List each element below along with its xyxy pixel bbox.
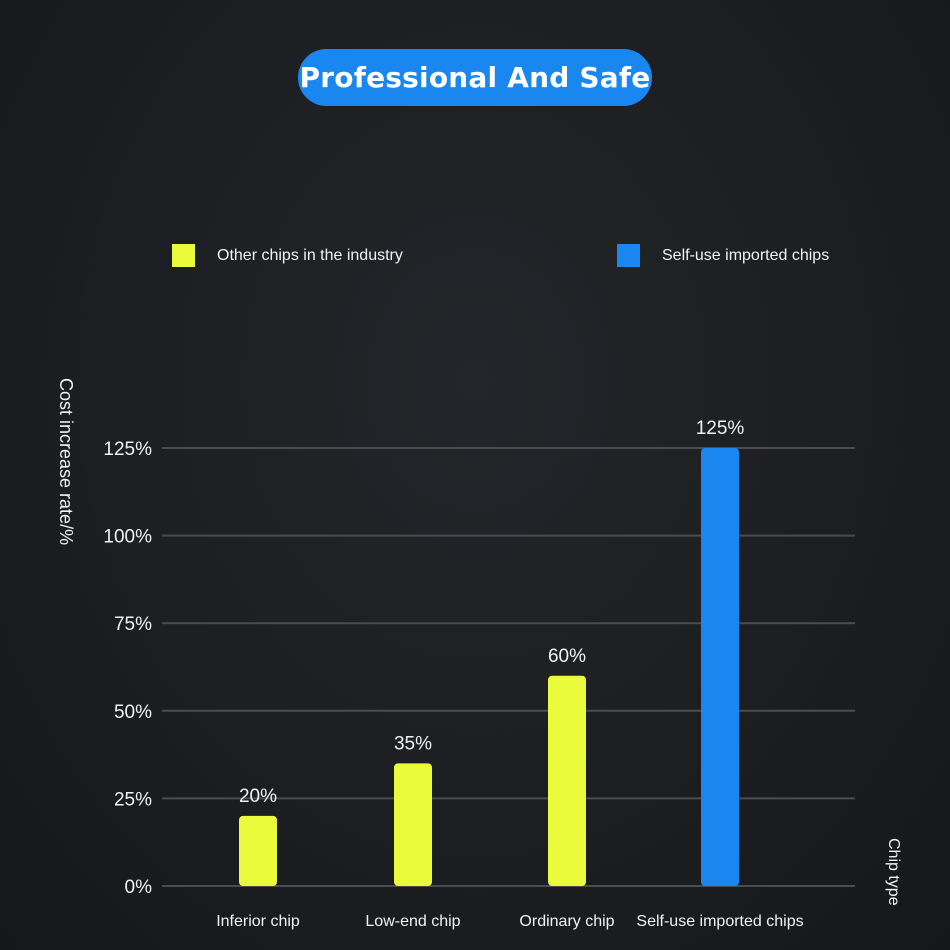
bar (239, 815, 277, 886)
legend-item-other: Other chips in the industry (172, 244, 403, 267)
x-tick-label: Inferior chip (216, 913, 300, 930)
bar (701, 448, 739, 886)
y-tick-label: 50% (114, 702, 152, 723)
x-tick-label: Ordinary chip (519, 913, 614, 930)
y-tick-label: 25% (114, 789, 152, 810)
bar-value-label: 125% (696, 418, 745, 439)
legend-label-other: Other chips in the industry (217, 246, 403, 264)
y-tick-label: 125% (103, 439, 152, 460)
y-tick-label: 100% (103, 527, 152, 548)
chart-title: Professional And Safe (298, 49, 652, 106)
bar-value-label: 20% (239, 786, 277, 807)
legend-label-self: Self-use imported chips (662, 246, 830, 264)
x-tick-label: Self-use imported chips (636, 913, 803, 930)
legend-swatch-other (172, 244, 195, 267)
legend-item-self: Self-use imported chips (617, 244, 829, 267)
x-tick-label: Low-end chip (365, 913, 460, 930)
y-tick-label: 0% (125, 877, 153, 898)
bar (394, 763, 432, 886)
bar (548, 675, 586, 886)
legend-swatch-self (617, 244, 640, 267)
bar-value-label: 60% (548, 646, 586, 667)
y-tick-label: 75% (114, 614, 152, 635)
bar-value-label: 35% (394, 733, 432, 754)
